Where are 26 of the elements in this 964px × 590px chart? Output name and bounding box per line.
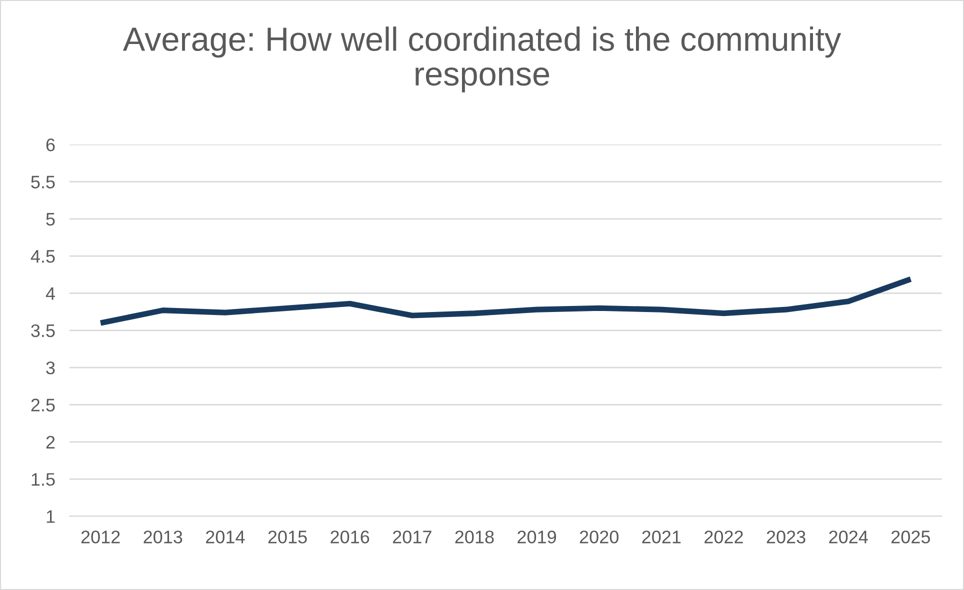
y-tick-label: 5.5	[31, 176, 55, 188]
x-tick-label: 2016	[330, 530, 370, 544]
x-tick-label: 2021	[642, 530, 681, 544]
x-tick-label: 2025	[891, 530, 930, 544]
x-tick-label: 2022	[704, 530, 743, 544]
chart-title: Average: How well coordinated is the community response	[122, 26, 842, 92]
y-tick-label: 5	[46, 213, 55, 226]
x-tick-label: 2024	[829, 530, 868, 544]
x-tick-label: 2015	[268, 530, 307, 544]
y-tick-label: 3	[46, 362, 55, 374]
x-tick-label: 2019	[518, 530, 556, 544]
y-tick-label: 1.5	[32, 473, 55, 486]
y-tick-label: 4	[46, 287, 55, 300]
y-tick-label: 2	[46, 436, 55, 448]
y-tick-label: 2.5	[31, 398, 55, 412]
x-tick-label: 2014	[206, 530, 245, 544]
x-tick-label: 2013	[144, 530, 182, 544]
y-tick-label: 1	[46, 510, 55, 523]
x-tick-label: 2017	[392, 530, 432, 544]
x-tick-label: 2020	[580, 530, 618, 544]
x-tick-label: 2018	[455, 530, 494, 544]
y-tick-label: 6	[46, 138, 55, 152]
x-tick-label: 2012	[81, 530, 120, 544]
y-tick-label: 4.5	[30, 250, 55, 263]
x-tick-label: 2023	[766, 530, 806, 544]
y-tick-label: 3.5	[31, 324, 55, 338]
